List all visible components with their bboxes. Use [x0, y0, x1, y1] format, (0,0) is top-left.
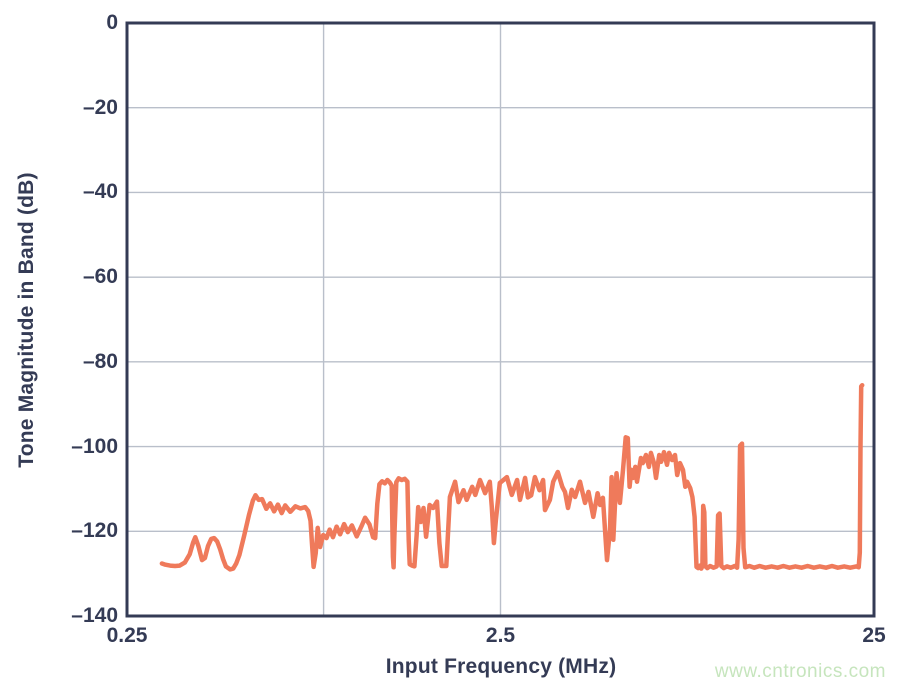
- y-tick-label: –140: [71, 604, 118, 627]
- x-axis-title: Input Frequency (MHz): [385, 655, 617, 678]
- y-tick-label: –20: [82, 95, 118, 119]
- y-tick-label: –40: [82, 180, 118, 204]
- watermark-text: www.cntronics.com: [714, 661, 886, 682]
- x-tick-label: 25: [862, 624, 886, 647]
- y-tick-label: –120: [71, 519, 118, 543]
- y-tick-label: –60: [82, 265, 118, 289]
- y-axis-title: Tone Magnitude in Band (dB): [15, 172, 38, 468]
- x-tick-label: 2.5: [485, 624, 516, 647]
- x-tick-label: 0.25: [106, 624, 148, 647]
- plot-border: [125, 21, 876, 618]
- y-tick-label: –80: [82, 349, 118, 373]
- tone-magnitude-line: [159, 382, 865, 572]
- y-tick-label: 0: [106, 11, 118, 34]
- y-tick-label: –100: [71, 434, 118, 458]
